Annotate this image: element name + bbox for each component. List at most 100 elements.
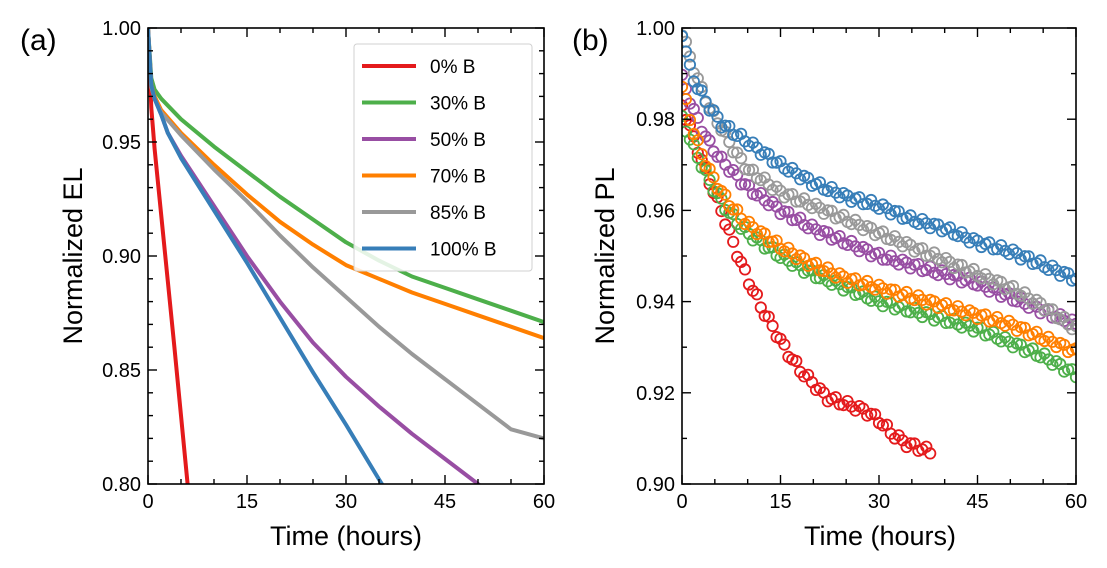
- panel-b-ytick-label: 0.92: [636, 383, 675, 405]
- panel-b-series-2-point: [880, 253, 894, 266]
- panel-b-ytick-label: 0.96: [636, 200, 675, 222]
- panel-b-series-3-point: [967, 306, 980, 319]
- panel-a-ylabel: Normalized EL: [58, 167, 88, 344]
- panel-b-ytick-label: 0.94: [636, 292, 675, 314]
- panel-b-series-5-point: [876, 198, 890, 211]
- panel-b-series-2-point: [920, 263, 933, 277]
- panel-b-series-1-markers: [682, 110, 1076, 384]
- panel-a-ytick-label: 0.90: [102, 246, 141, 268]
- panel-b-series-3-point: [884, 283, 897, 296]
- panel-b-series-4-point: [1042, 302, 1055, 316]
- panel-b-series-3-point: [715, 184, 728, 198]
- panel-b-series-1-point: [691, 151, 704, 164]
- panel-b-series-4-point: [939, 252, 953, 265]
- panel-a-xtick-label: 30: [335, 491, 357, 513]
- panel-b-series-3-point: [691, 134, 704, 147]
- panel-b-label: (b): [572, 24, 609, 57]
- panel-b-series-2-point: [734, 178, 748, 191]
- panel-b-series-3-point: [825, 267, 838, 280]
- panel-b-series-3-point: [939, 297, 953, 310]
- panel-b-plot-area: [682, 29, 1076, 460]
- panel-b-series-4-point: [1026, 297, 1039, 310]
- panel-b-series-5-point: [951, 230, 964, 243]
- panel-b-series-3-point: [991, 310, 1004, 324]
- panel-b-series-4-markers: [682, 29, 1076, 336]
- panel-b-series-1-point: [943, 316, 957, 329]
- panel-a-ytick-label: 0.85: [102, 360, 141, 382]
- panel-b-series-4-point: [727, 146, 740, 159]
- panel-b-series-3-point: [987, 314, 1000, 327]
- panel-b-series-3-point: [683, 113, 697, 127]
- panel-a-xtick-label: 0: [142, 491, 153, 513]
- panel-b-series-2-point: [813, 228, 827, 241]
- panel-b-series-2-point: [935, 264, 949, 277]
- panel-b-series-5-point: [888, 204, 901, 218]
- panel-b-series-4-point: [790, 195, 803, 208]
- panel-b-series-5-point: [711, 110, 724, 123]
- panel-b-series-5-point: [1010, 247, 1024, 260]
- panel-b-series-1-point: [1038, 347, 1051, 360]
- panel-a-ytick-label: 1.00: [102, 18, 141, 40]
- panel-a-ytick-label: 0.80: [102, 474, 141, 496]
- panel-a-plot-area: [148, 28, 544, 484]
- panel-b-series-3-point: [837, 270, 850, 283]
- panel-b-series-5-point: [766, 156, 779, 169]
- panel-b-series-3-point: [955, 305, 968, 318]
- legend-label-100-b: 100% B: [430, 240, 497, 261]
- panel-b-series-4-point: [1018, 286, 1031, 299]
- panel-b-series-5-point: [719, 119, 732, 132]
- panel-b-series-3-point: [695, 148, 708, 161]
- panel-b-series-5-point: [1069, 272, 1076, 285]
- panel-b-series-3-point: [707, 171, 720, 184]
- panel-b-ytick-label: 0.98: [636, 109, 675, 131]
- panel-b-series-1-point: [912, 306, 925, 319]
- panel-b-series-0-point: [920, 440, 933, 453]
- panel-b-ylabel: Normalized PL: [590, 167, 620, 344]
- panel-b-series-4-point: [813, 201, 827, 214]
- panel-a-ytick-label: 0.95: [102, 132, 141, 154]
- panel-b-series-0-point: [837, 398, 850, 412]
- panel-b-series-5-point: [916, 213, 929, 226]
- panel-b-series-3-point: [790, 253, 803, 266]
- panel-b-series-0-point: [896, 434, 909, 447]
- panel-b-series-4-point: [857, 224, 870, 237]
- panel-b-series-5-point: [794, 173, 807, 186]
- panel-b-series-5-point: [703, 104, 716, 117]
- panel-a-xtick-label: 15: [236, 491, 258, 513]
- panel-b-series-5-point: [790, 167, 803, 180]
- panel-b-series-5-point: [695, 84, 708, 97]
- panel-b-xtick-label: 45: [966, 491, 988, 513]
- panel-b-series-0-point: [727, 235, 740, 248]
- panel-b-series-4-point: [884, 233, 897, 246]
- panel-b-series-3-point: [727, 203, 740, 216]
- panel-b-series-0-point: [904, 437, 917, 450]
- panel-b-series-3-point: [719, 188, 732, 201]
- panel-b-series-1-point: [786, 259, 799, 272]
- panel-b-series-2-point: [947, 268, 961, 282]
- panel-b-series-3-point: [817, 264, 830, 278]
- panel-b-series-0-markers: [682, 99, 937, 460]
- panel-b-xtick-label: 15: [769, 491, 791, 513]
- panel-b-series-5-point: [841, 189, 854, 202]
- panel-b-series-5-point: [1054, 269, 1067, 282]
- panel-b-series-5-point: [991, 243, 1004, 256]
- panel-a-xtick-label: 60: [533, 491, 555, 513]
- panel-b-series-0-point: [924, 447, 937, 460]
- panel-a-label: (a): [20, 24, 57, 57]
- panel-b-series-4-point: [975, 272, 988, 285]
- panel-b-series-4-point: [951, 258, 964, 271]
- panel-b-series-4-point: [987, 278, 1000, 291]
- panel-b-xlabel: Time (hours): [804, 521, 956, 551]
- panel-b-series-4-point: [920, 249, 933, 262]
- panel-b-series-0-point: [723, 223, 736, 236]
- panel-b-series-3-point: [1006, 318, 1020, 331]
- panel-b-ytick-label: 0.90: [636, 474, 675, 496]
- panel-b-series-4-point: [1069, 319, 1076, 333]
- panel-b-series-3-point: [1050, 340, 1063, 354]
- panel-b-series-5-point: [683, 58, 697, 71]
- panel-b-series-3-point: [849, 272, 862, 285]
- panel-b-series-5-point: [1018, 250, 1031, 263]
- panel-a-xlabel: Time (hours): [270, 521, 422, 551]
- legend-label-0-b: 0% B: [430, 57, 475, 78]
